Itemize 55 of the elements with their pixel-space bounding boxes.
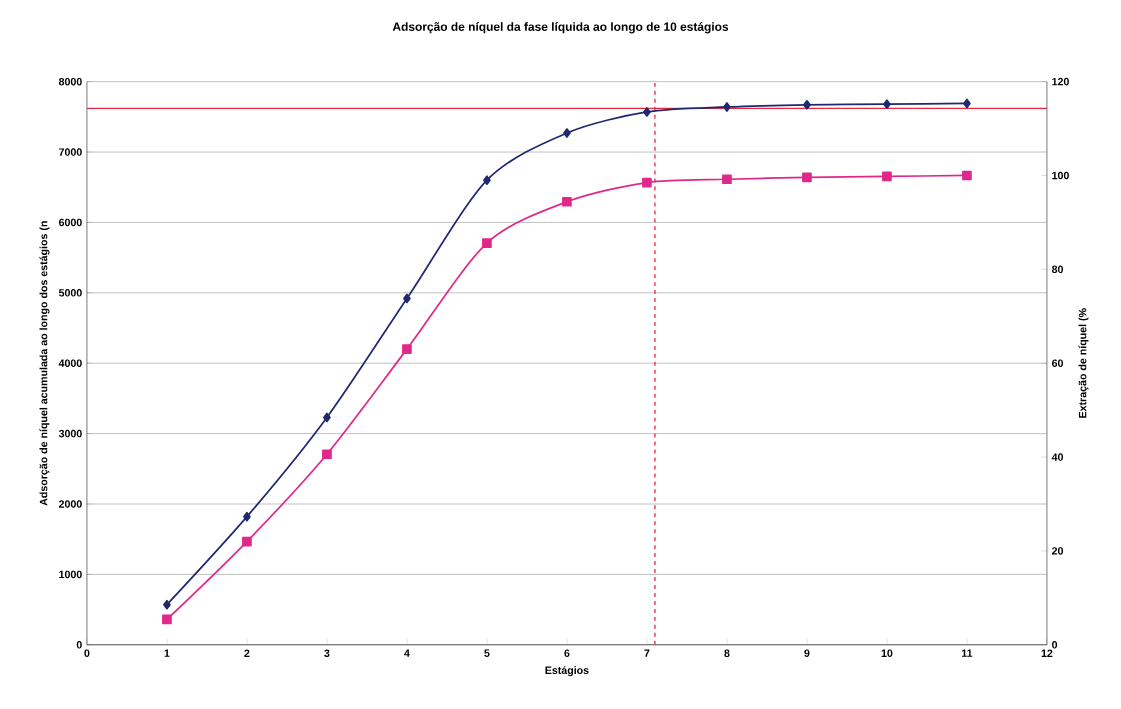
point: [963, 98, 971, 109]
point: [402, 344, 412, 354]
x-tick-label: 3: [324, 649, 330, 657]
y2-tick-label: 0: [1052, 641, 1058, 649]
x-tick-label: 11: [961, 649, 973, 657]
point: [643, 107, 651, 117]
point: [162, 614, 172, 625]
y-tick-label: 4000: [58, 359, 82, 367]
point: [242, 536, 252, 547]
point: [243, 511, 251, 522]
point: [803, 100, 811, 110]
point: [883, 99, 891, 109]
y-tick-label: 5000: [58, 289, 82, 297]
x-tick-label: 4: [404, 649, 410, 657]
y2-axis-title: Extração de níquel (%: [1078, 308, 1089, 418]
point: [962, 170, 972, 181]
point: [482, 238, 492, 248]
x-tick-label: 0: [84, 649, 90, 657]
point: [802, 172, 812, 183]
y-tick-label: 0: [76, 641, 82, 649]
x-tick-label: 1: [164, 649, 170, 657]
y2-tick-label: 80: [1051, 265, 1064, 274]
point: [163, 599, 171, 610]
x-tick-label: 9: [804, 649, 810, 657]
y-tick-label: 8000: [58, 77, 82, 86]
x-tick-label: 10: [881, 649, 893, 657]
point: [483, 175, 491, 186]
y2-tick-label: 120: [1052, 77, 1069, 86]
point: [323, 412, 331, 423]
x-tick-label: 5: [484, 649, 490, 657]
chart-title: Adsorção de níquel da fase líquida ao longo de 10 estágios: [392, 22, 729, 34]
point: [562, 196, 572, 207]
y-tick-label: 6000: [58, 218, 82, 227]
point: [403, 293, 411, 304]
x-tick-label: 8: [724, 649, 730, 657]
y-tick-label: 2000: [58, 500, 82, 508]
y-tick-label: 3000: [58, 429, 82, 438]
point: [722, 174, 732, 185]
y2-tick-label: 40: [1051, 453, 1064, 461]
y2-tick-label: 60: [1052, 359, 1064, 367]
x-axis-title: Estágios: [545, 666, 589, 677]
y-tick-label: 7000: [59, 148, 82, 156]
point: [723, 102, 731, 112]
x-tick-label: 2: [244, 649, 250, 657]
y-tick-label: 1000: [59, 570, 82, 579]
point: [882, 171, 892, 182]
point: [322, 449, 332, 460]
y-axis-title: Adsorção de níquel acumulada ao longo dos estágios (n: [39, 221, 50, 506]
x-tick-label: 7: [644, 649, 650, 657]
x-tick-label: 12: [1041, 649, 1053, 657]
point: [563, 128, 571, 138]
y2-tick-label: 20: [1052, 547, 1064, 555]
x-tick-label: 6: [564, 649, 570, 657]
point: [642, 177, 652, 188]
y2-tick-label: 100: [1052, 171, 1069, 180]
